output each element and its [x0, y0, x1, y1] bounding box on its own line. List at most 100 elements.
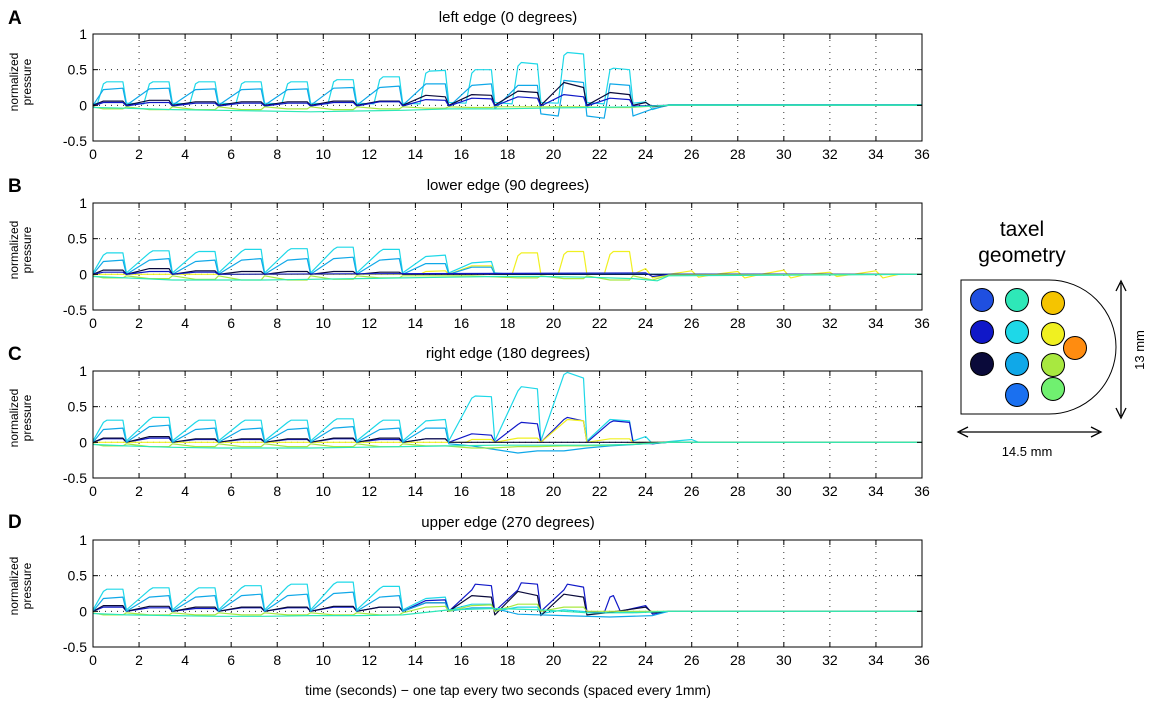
x-tick-label: 12: [362, 315, 378, 331]
x-tick-label: 32: [822, 146, 838, 162]
y-axis-label-d: normalized pressure: [7, 557, 34, 616]
x-tick-label: 22: [592, 146, 608, 162]
series-group: [93, 581, 922, 618]
x-tick-label: 16: [454, 315, 470, 331]
x-tick-label: 20: [546, 652, 562, 668]
x-tick-label: 2: [135, 146, 143, 162]
x-tick-label: 24: [638, 315, 654, 331]
x-tick-label: 4: [181, 146, 189, 162]
y-tick-label: 0.5: [68, 231, 88, 247]
x-tick-label: 28: [730, 652, 746, 668]
x-tick-label: 0: [89, 146, 97, 162]
x-tick-label: 0: [89, 315, 97, 331]
x-tick-label: 32: [822, 652, 838, 668]
panel-c: C right edge (180 degrees) normalized pr…: [7, 344, 930, 499]
x-tick-label: 28: [730, 146, 746, 162]
plot-area-b: 0 2 4 6 8 10 12 14 16 18 20 22 24 26 28 30 32 34 36-0.500.…: [63, 195, 930, 331]
x-tick-label: 12: [362, 652, 378, 668]
x-tick-label: 28: [730, 315, 746, 331]
x-tick-label: 22: [592, 315, 608, 331]
x-tick-label: 32: [822, 483, 838, 499]
panel-a: A left edge (0 degrees) normalized press…: [7, 8, 930, 162]
x-tick-label: 30: [776, 146, 792, 162]
x-tick-label: 20: [546, 315, 562, 331]
x-tick-label: 22: [592, 483, 608, 499]
x-tick-label: 12: [362, 146, 378, 162]
panel-letter-d: D: [8, 512, 22, 533]
series-line-5: [93, 424, 922, 454]
x-tick-label: 36: [914, 652, 930, 668]
x-tick-label: 28: [730, 483, 746, 499]
series-line-7: [93, 441, 922, 449]
grid-lines: [93, 34, 922, 141]
x-tick-label: 8: [273, 315, 281, 331]
y-axis-label-c: normalized pressure: [7, 389, 34, 448]
x-tick-label: 34: [868, 315, 884, 331]
x-tick-label: 8: [273, 146, 281, 162]
taxel-outline: [960, 279, 1117, 415]
y-tick-label: 0.5: [68, 62, 88, 78]
taxel-circle: [1005, 352, 1029, 376]
y-tick-label: 1: [79, 532, 87, 548]
x-tick-label: 34: [868, 146, 884, 162]
taxel-circle: [970, 288, 994, 312]
x-tick-label: 16: [454, 146, 470, 162]
y-axis-label-b: normalized pressure: [7, 221, 34, 280]
panel-title-c: right edge (180 degrees): [426, 345, 590, 362]
taxel-circle: [1005, 320, 1029, 344]
grid-lines: [93, 203, 922, 310]
y-tick-label: 0: [79, 97, 87, 113]
y-axis-label-line2: pressure: [20, 394, 34, 441]
y-axis-label-a: normalized pressure: [7, 53, 34, 112]
x-tick-label: 2: [135, 315, 143, 331]
x-tick-label: 36: [914, 483, 930, 499]
panel-letter-c: C: [8, 344, 22, 365]
y-tick-label: 0: [79, 434, 87, 450]
taxel-circle: [1041, 377, 1065, 401]
x-tick-label: 16: [454, 483, 470, 499]
x-tick-label: 26: [684, 146, 700, 162]
taxel-circle: [1063, 336, 1087, 360]
x-tick-label: 18: [500, 652, 516, 668]
x-tick-label: 20: [546, 483, 562, 499]
series-line-1: [93, 371, 922, 445]
taxel-circle: [1005, 288, 1029, 312]
panel-title-b: lower edge (90 degrees): [427, 177, 590, 194]
series-line-1: [93, 246, 922, 275]
x-tick-label: 14: [408, 315, 424, 331]
taxel-circle: [1041, 291, 1065, 315]
x-tick-label: 24: [638, 652, 654, 668]
x-tick-label: 26: [684, 315, 700, 331]
plot-area-a: 0 2 4 6 8 10 12 14 16 18 20 22 24 26 28 30 32 34 36-0.500.…: [63, 26, 930, 162]
width-dimension-label: 14.5 mm: [1002, 444, 1053, 459]
y-tick-label: 0.5: [68, 568, 88, 584]
y-axis-label-line1: normalized: [7, 557, 21, 616]
x-tick-label: 36: [914, 146, 930, 162]
x-tick-label: 26: [684, 483, 700, 499]
y-axis-label-line1: normalized: [7, 389, 21, 448]
x-tick-label: 6: [227, 652, 235, 668]
y-tick-label: -0.5: [63, 133, 87, 149]
panel-title-a: left edge (0 degrees): [439, 9, 577, 26]
series-line-4: [93, 93, 922, 107]
series-group: [93, 246, 922, 282]
x-tick-label: 30: [776, 315, 792, 331]
x-tick-label: 30: [776, 483, 792, 499]
x-tick-label: 10: [315, 315, 331, 331]
grid-lines: [93, 371, 922, 478]
x-tick-label: 8: [273, 483, 281, 499]
panel-title-d: upper edge (270 degrees): [421, 514, 594, 531]
taxel-circle: [1041, 353, 1065, 377]
x-tick-label: 0: [89, 652, 97, 668]
x-tick-label: 34: [868, 483, 884, 499]
x-tick-label: 30: [776, 652, 792, 668]
panel-b: B lower edge (90 degrees) normalized pre…: [7, 176, 930, 331]
x-tick-label: 12: [362, 483, 378, 499]
x-tick-label: 6: [227, 483, 235, 499]
y-axis-label-line1: normalized: [7, 221, 21, 280]
y-axis-label-line1: normalized: [7, 53, 21, 112]
x-tick-label: 36: [914, 315, 930, 331]
series-line-6: [93, 104, 922, 113]
x-tick-label: 14: [408, 652, 424, 668]
